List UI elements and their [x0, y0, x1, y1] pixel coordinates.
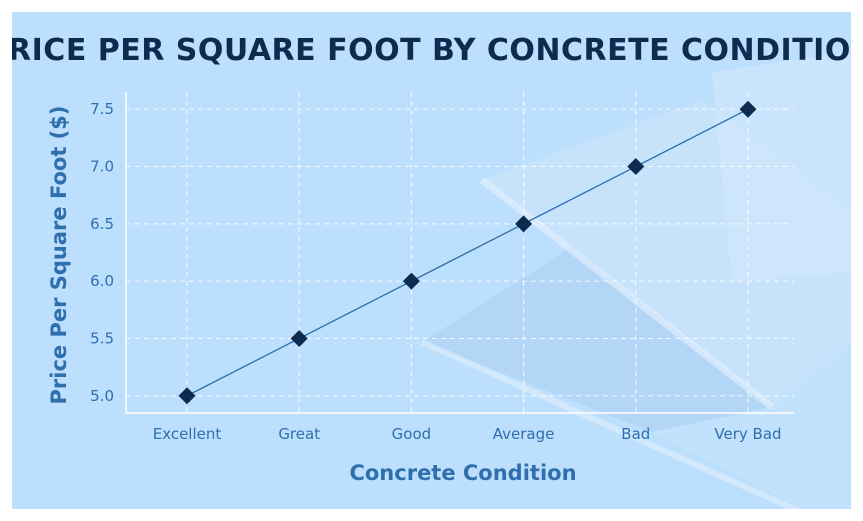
- y-tick-label: 5.5: [90, 329, 114, 347]
- x-axis-ticks: Excellent Great Good Average Bad Very Bad: [153, 425, 782, 443]
- data-point-marker: [627, 158, 645, 176]
- grid-layer: [126, 92, 794, 413]
- y-tick-label: 6.5: [90, 215, 114, 233]
- data-point-marker: [178, 387, 196, 405]
- chart-card: PRICE PER SQUARE FOOT BY CONCRETE CONDIT…: [12, 12, 851, 509]
- line-chart: PRICE PER SQUARE FOOT BY CONCRETE CONDIT…: [12, 33, 851, 509]
- x-tick-label: Average: [493, 425, 555, 443]
- axes-layer: [125, 92, 794, 414]
- y-axis-title: Price Per Square Foot ($): [47, 106, 71, 405]
- x-tick-label: Very Bad: [714, 425, 781, 443]
- x-tick-label: Great: [278, 425, 320, 443]
- series-layer: [178, 100, 757, 405]
- data-point-marker: [739, 100, 757, 118]
- chart-title: PRICE PER SQUARE FOOT BY CONCRETE CONDIT…: [12, 33, 851, 68]
- data-point-marker: [290, 329, 308, 347]
- x-tick-label: Bad: [621, 425, 650, 443]
- y-tick-label: 7.0: [90, 158, 114, 176]
- data-point-marker: [402, 272, 420, 290]
- y-tick-label: 6.0: [90, 272, 114, 290]
- y-axis-ticks: 5.0 5.5 6.0 6.5 7.0 7.5: [90, 100, 114, 405]
- y-tick-label: 7.5: [90, 100, 114, 118]
- series-line: [186, 108, 749, 397]
- y-tick-label: 5.0: [90, 387, 114, 405]
- x-axis-title: Concrete Condition: [349, 461, 576, 485]
- x-tick-label: Good: [392, 425, 432, 443]
- data-point-marker: [515, 215, 533, 233]
- x-tick-label: Excellent: [153, 425, 222, 443]
